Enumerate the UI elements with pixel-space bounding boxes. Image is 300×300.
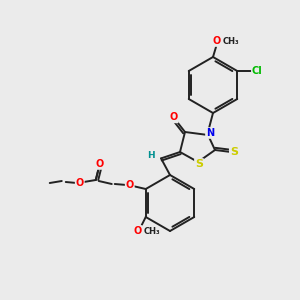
Text: O: O	[76, 178, 84, 188]
Text: S: S	[230, 147, 238, 158]
Text: O: O	[134, 226, 142, 236]
Text: Cl: Cl	[252, 66, 262, 76]
Text: S: S	[195, 159, 203, 169]
Text: O: O	[96, 159, 104, 169]
Text: H: H	[147, 151, 155, 160]
Text: O: O	[169, 112, 178, 122]
Text: CH₃: CH₃	[144, 226, 160, 236]
Text: N: N	[206, 128, 214, 138]
Text: CH₃: CH₃	[223, 37, 240, 46]
Text: O: O	[213, 36, 221, 46]
Text: O: O	[126, 180, 134, 190]
